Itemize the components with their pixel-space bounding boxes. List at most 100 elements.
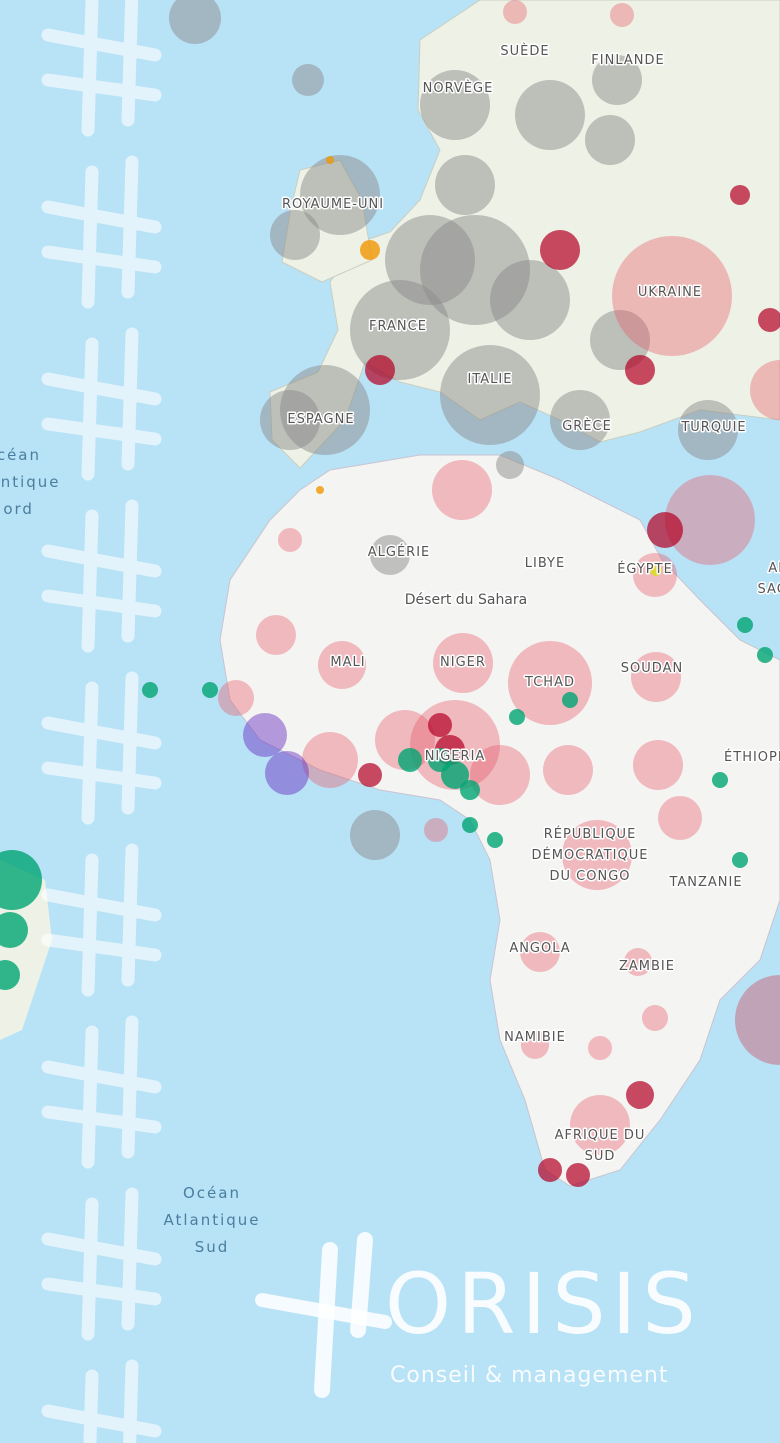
country-label: ALGÉRIE — [368, 544, 431, 560]
bubble — [737, 617, 753, 633]
bubble — [0, 960, 20, 990]
country-label: TANZANIE — [668, 875, 742, 890]
bubble — [433, 633, 493, 693]
country-label: TCHAD — [524, 675, 575, 690]
bubble — [610, 3, 634, 27]
bubble — [624, 948, 652, 976]
bubble — [626, 1081, 654, 1109]
bubble — [360, 240, 380, 260]
watermark-hash — [41, 155, 162, 309]
bubble — [300, 155, 380, 235]
bubble — [665, 475, 755, 565]
country-label: GRÈCE — [562, 418, 612, 434]
bubble — [428, 713, 452, 737]
bubbles — [0, 0, 780, 1187]
bubble — [712, 772, 728, 788]
bubble — [270, 210, 320, 260]
country-label: NORVÈGE — [423, 80, 494, 96]
bubble — [757, 647, 773, 663]
watermark-hash — [41, 671, 162, 825]
bubble — [735, 975, 780, 1065]
bubble — [562, 820, 632, 890]
watermark-hash — [41, 843, 162, 997]
country-label: DÉMOCRATIQUE — [532, 847, 649, 863]
logo-tagline: Conseil & management — [390, 1363, 669, 1388]
bubble — [470, 745, 530, 805]
logo-name: ORISIS — [385, 1255, 702, 1353]
bubble — [585, 115, 635, 165]
bubble — [647, 512, 683, 548]
bubble — [278, 528, 302, 552]
bubble — [432, 460, 492, 520]
bubble — [243, 713, 287, 757]
country-label: DU CONGO — [550, 869, 631, 884]
bubble — [202, 682, 218, 698]
country-label: ÉGYPTE — [617, 561, 673, 577]
bubble — [370, 535, 410, 575]
ocean-label: Océan — [0, 446, 41, 464]
country-label: ROYAUME-UNI — [282, 197, 384, 212]
country-label: ANGOLA — [509, 941, 570, 956]
bubble — [358, 763, 382, 787]
bubble — [326, 156, 334, 164]
bubble — [732, 852, 748, 868]
watermark-hash — [41, 0, 162, 137]
country-label: NAMIBIE — [504, 1030, 566, 1045]
bubble — [540, 230, 580, 270]
bubble — [487, 832, 503, 848]
watermark-hash — [41, 499, 162, 653]
bubble — [503, 0, 527, 24]
country-label: TURQUIE — [680, 420, 746, 435]
bubble — [316, 486, 324, 494]
bubble — [256, 615, 296, 655]
bubble — [218, 680, 254, 716]
ocean-label: Sud — [195, 1238, 230, 1256]
bubble — [169, 0, 221, 44]
bubble — [265, 751, 309, 795]
bubble — [424, 818, 448, 842]
bubble — [428, 748, 452, 772]
country-label: ESPAGNE — [287, 412, 354, 427]
bubble — [435, 155, 495, 215]
bubble — [631, 652, 681, 702]
bubble — [260, 390, 320, 450]
bubble — [750, 360, 780, 420]
bubble — [570, 1095, 630, 1155]
bubble — [562, 692, 578, 708]
country-label: SUD — [585, 1149, 616, 1164]
bubble — [550, 390, 610, 450]
watermark-hash — [41, 1015, 162, 1169]
country-label: ÉTHIOPIE — [724, 749, 780, 765]
country-label: AFRIQUE DU — [555, 1128, 646, 1143]
bubble — [0, 850, 42, 910]
bubble — [515, 80, 585, 150]
watermark-hash — [41, 1187, 162, 1341]
country-label: FINLANDE — [591, 53, 664, 68]
bubble — [365, 355, 395, 385]
bubble — [462, 817, 478, 833]
country-label: ZAMBIE — [619, 959, 675, 974]
bubble — [658, 796, 702, 840]
bubble — [292, 64, 324, 96]
country-label: UKRAINE — [638, 285, 702, 300]
bubble — [350, 280, 450, 380]
labels: SUÈDE FINLANDE NORVÈGE ROYAUME-UNI UKRAINE FR… — [0, 42, 780, 1257]
bubble — [440, 345, 540, 445]
bubble — [142, 682, 158, 698]
bubble — [496, 451, 524, 479]
country-label: SOUDAN — [621, 661, 683, 676]
bubble — [420, 70, 490, 140]
bubble — [612, 236, 732, 356]
ocean-label: Atlantique — [163, 1211, 260, 1229]
country-label: ITALIE — [468, 372, 513, 387]
bubble — [543, 745, 593, 795]
watermark-hash — [41, 1359, 162, 1443]
bubble — [0, 912, 28, 948]
country-label: NIGER — [440, 655, 486, 670]
bubble — [642, 1005, 668, 1031]
ocean-label: Nord — [0, 500, 34, 518]
region-label: Désert du Sahara — [405, 592, 527, 608]
bubble — [398, 748, 422, 772]
